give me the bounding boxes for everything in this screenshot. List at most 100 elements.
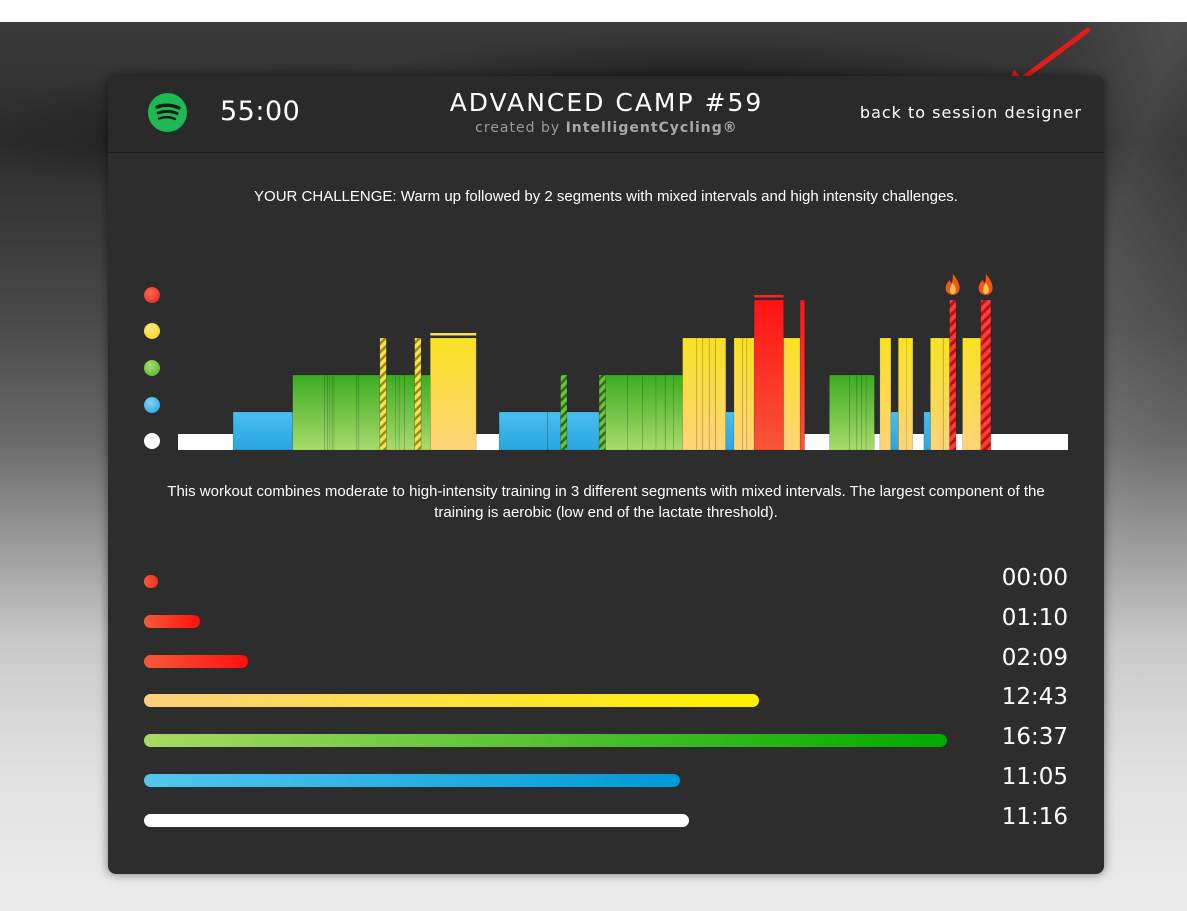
zone-row-red-high: 01:10 <box>144 605 1068 635</box>
profile-bar-blue <box>547 411 561 451</box>
zone-bar-blue <box>144 774 680 787</box>
profile-bar-green <box>324 374 328 451</box>
zone-row-red-max: 00:00 <box>144 565 1068 595</box>
profile-bar-yellow <box>715 337 727 451</box>
spotify-button[interactable] <box>148 93 187 132</box>
creator-brand: IntelligentCycling® <box>565 120 738 136</box>
zone-time-white: 11:16 <box>1001 804 1068 830</box>
profile-bar-yellow <box>897 337 907 451</box>
spotify-icon <box>155 103 181 121</box>
profile-bar-green <box>398 374 405 451</box>
profile-bar-cap <box>754 295 784 298</box>
zone-time-blue: 11:05 <box>1001 764 1068 790</box>
profile-bar-green <box>627 374 643 451</box>
profile-bar-yellow <box>682 337 697 451</box>
zone-time-red-max: 00:00 <box>1001 565 1068 591</box>
zone-time-yellow: 12:43 <box>1001 684 1068 710</box>
zone-bar-red-max <box>144 575 158 588</box>
zone-dot-white <box>144 433 160 449</box>
profile-bar-green <box>386 374 396 451</box>
profile-bar-yellow <box>930 337 944 451</box>
profile-bar-green <box>420 374 431 451</box>
zone-bar-green <box>144 734 947 747</box>
profile-bar-green <box>829 374 850 451</box>
session-creator: created by IntelligentCycling® <box>408 120 805 136</box>
profile-bar-green <box>861 374 867 451</box>
profile-bar-white <box>990 434 1068 450</box>
profile-bar-green <box>598 374 606 451</box>
profile-bar-white <box>874 434 880 450</box>
profile-bar-blue <box>232 411 293 451</box>
zone-bar-white <box>144 814 689 827</box>
zone-dot-red <box>144 287 160 303</box>
workout-profile-chart <box>178 274 1068 451</box>
profile-bar-red <box>799 299 805 451</box>
profile-bar-white <box>912 434 924 450</box>
back-to-session-designer-link[interactable]: back to session designer <box>859 103 1082 122</box>
zone-row-blue: 11:05 <box>144 764 1068 794</box>
zone-time-red: 02:09 <box>1001 645 1068 671</box>
zone-row-yellow: 12:43 <box>144 684 1068 714</box>
profile-bar-blue <box>725 411 735 451</box>
profile-bar-green <box>673 374 683 451</box>
profile-bar-white <box>956 434 963 450</box>
profile-bar-green <box>395 374 400 451</box>
zone-row-green: 16:37 <box>144 724 1068 754</box>
profile-bar-yellow <box>942 337 950 451</box>
profile-bar-yellow <box>430 337 477 451</box>
profile-bar-yellow <box>414 337 422 451</box>
profile-bar-white <box>804 434 830 450</box>
profile-bar-blue <box>890 411 899 451</box>
profile-bar-green <box>292 374 326 451</box>
profile-bar-cap <box>430 333 477 336</box>
profile-bar-red <box>980 299 992 451</box>
profile-bar-yellow <box>879 337 892 451</box>
flame-icon-core <box>982 283 989 294</box>
profile-bar-green <box>865 374 875 451</box>
profile-bar-green <box>329 374 333 451</box>
profile-bar-red <box>949 299 957 451</box>
zone-row-red: 02:09 <box>144 645 1068 675</box>
profile-bar-white <box>178 434 234 450</box>
challenge-text: YOUR CHALLENGE: Warm up followed by 2 se… <box>254 188 958 205</box>
profile-bar-yellow <box>741 337 748 451</box>
session-duration: 55:00 <box>220 96 301 127</box>
zone-dot-yellow <box>144 323 160 339</box>
zone-dot-green <box>144 360 160 376</box>
profile-bar-blue <box>498 411 549 451</box>
session-panel: 55:00 ADVANCED CAMP #59 created by Intel… <box>108 76 1104 874</box>
zone-time-green: 16:37 <box>1001 724 1068 750</box>
profile-bar-green <box>655 374 666 451</box>
profile-bar-green <box>605 374 628 451</box>
zone-bar-red-high <box>144 615 200 628</box>
zone-bar-red <box>144 655 248 668</box>
zone-time-red-high: 01:10 <box>1001 605 1068 631</box>
profile-bar-green <box>664 374 674 451</box>
profile-bar-yellow <box>708 337 716 451</box>
profile-bar-green <box>641 374 657 451</box>
profile-bar-green <box>849 374 858 451</box>
profile-bar-yellow <box>746 337 755 451</box>
session-header: 55:00 ADVANCED CAMP #59 created by Intel… <box>108 76 1104 153</box>
created-prefix: created by <box>475 120 561 136</box>
profile-bar-white <box>476 434 500 450</box>
workout-description: This workout combines moderate to high-i… <box>167 483 1045 521</box>
profile-bar-blue <box>923 411 931 451</box>
zone-row-white: 11:16 <box>144 804 1068 834</box>
profile-bar-green <box>856 374 862 451</box>
session-title: ADVANCED CAMP #59 <box>449 88 764 117</box>
profile-bar-red <box>753 299 784 451</box>
profile-bar-yellow <box>962 337 982 451</box>
profile-bar-green <box>560 374 568 451</box>
profile-bar-green <box>333 374 358 451</box>
profile-bar-yellow <box>379 337 387 451</box>
profile-bar-blue <box>566 411 600 451</box>
zone-dot-blue <box>144 397 160 413</box>
flame-icon-core <box>949 283 956 294</box>
profile-bar-yellow <box>696 337 704 451</box>
profile-bar-green <box>358 374 381 451</box>
profile-bar-green <box>404 374 416 451</box>
zone-bar-yellow <box>144 694 759 707</box>
profile-bar-yellow <box>783 337 801 451</box>
profile-bar-yellow <box>906 337 914 451</box>
